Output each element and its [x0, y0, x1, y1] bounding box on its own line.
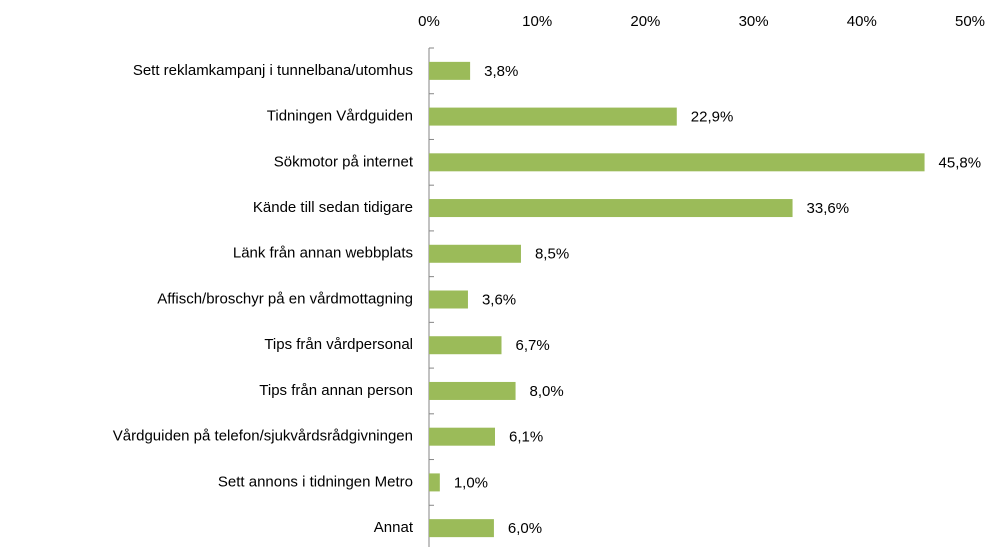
bar — [429, 519, 494, 538]
value-label: 8,0% — [530, 383, 564, 400]
x-tick-label: 40% — [847, 13, 877, 30]
y-tick-label: Sökmotor på internet — [274, 153, 414, 170]
x-tick-label: 20% — [630, 13, 660, 30]
y-tick-label: Tidningen Vårdguiden — [267, 108, 413, 125]
bar — [429, 336, 502, 355]
x-tick-label: 10% — [522, 13, 552, 30]
y-tick-label: Kände till sedan tidigare — [253, 199, 413, 216]
value-label: 3,6% — [482, 291, 516, 308]
y-tick-label: Sett annons i tidningen Metro — [218, 473, 413, 490]
y-tick-label: Annat — [374, 519, 414, 536]
bar — [429, 61, 471, 80]
x-tick-label: 50% — [955, 13, 985, 30]
y-tick-label: Tips från vårdpersonal — [264, 336, 413, 353]
bar — [429, 107, 677, 126]
bar — [429, 244, 521, 263]
y-tick-label: Länk från annan webbplats — [233, 245, 413, 262]
x-tick-label: 0% — [418, 13, 440, 30]
value-label: 1,0% — [454, 474, 488, 491]
value-label: 3,8% — [484, 63, 518, 80]
y-tick-label: Tips från annan person — [259, 382, 413, 399]
y-tick-label: Affisch/broschyr på en vårdmottagning — [157, 290, 413, 307]
bar — [429, 473, 440, 492]
value-label: 33,6% — [807, 200, 850, 217]
y-tick-label: Vårdguiden på telefon/sjukvårdsrådgivnin… — [113, 428, 413, 445]
x-tick-label: 30% — [739, 13, 769, 30]
value-label: 45,8% — [939, 154, 982, 171]
bar — [429, 153, 925, 172]
bar — [429, 290, 468, 309]
bar — [429, 427, 496, 446]
value-label: 8,5% — [535, 246, 569, 263]
y-tick-label: Sett reklamkampanj i tunnelbana/utomhus — [133, 62, 413, 79]
bar — [429, 199, 793, 218]
value-label: 6,7% — [515, 337, 549, 354]
value-label: 6,1% — [509, 429, 543, 446]
value-label: 6,0% — [508, 520, 542, 537]
value-label: 22,9% — [691, 109, 734, 126]
bar — [429, 381, 516, 400]
